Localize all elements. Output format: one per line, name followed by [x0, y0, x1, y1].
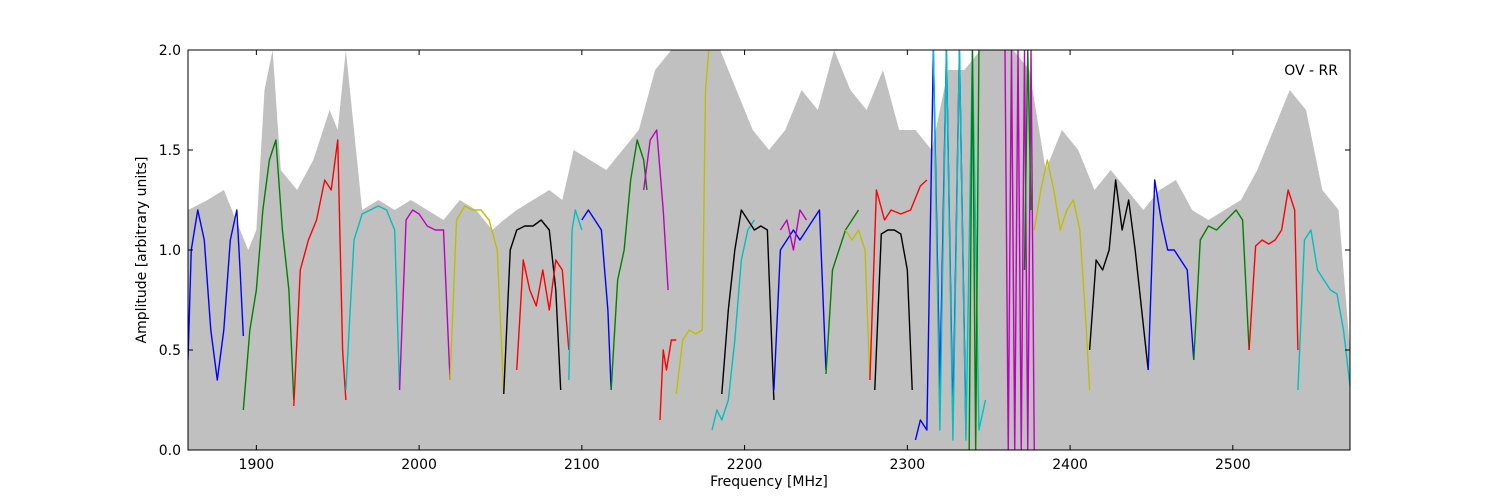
series-line-17-blue	[773, 209, 827, 391]
series-line-21-red	[869, 179, 928, 381]
series-line-3-red	[293, 139, 347, 407]
series-line-7-black	[503, 219, 562, 395]
x-tick-label: 2500	[1215, 457, 1251, 473]
series-line-10-blue	[581, 209, 612, 391]
series-line-14-yellow	[675, 50, 710, 395]
series-line-9-cyan	[568, 209, 583, 381]
series-line-11-green	[610, 139, 648, 391]
series-line-28-yellow	[1033, 159, 1091, 391]
series-line-8-red	[516, 259, 570, 371]
series-line-30-blue	[1147, 179, 1195, 371]
series-line-18-magenta	[779, 209, 808, 251]
y-tick-label: 2.0	[159, 43, 181, 59]
y-tick-label: 1.0	[159, 243, 181, 259]
series-line-32-red	[1248, 189, 1299, 351]
series-line-20-yellow	[844, 229, 871, 381]
series-line-29-black	[1088, 179, 1149, 371]
x-tick-label: 2400	[1052, 457, 1088, 473]
x-tick-label: 2200	[727, 457, 763, 473]
plot-area	[188, 50, 1350, 450]
series-line-5-magenta	[398, 209, 451, 391]
envelope-band	[188, 50, 1350, 450]
x-tick-label: 2300	[890, 457, 926, 473]
series-line-31-green	[1193, 209, 1250, 361]
series-line-12-magenta	[642, 129, 669, 291]
x-tick-label: 2000	[401, 457, 437, 473]
x-tick-label: 1900	[239, 457, 275, 473]
x-axis-label: Frequency [MHz]	[710, 474, 828, 490]
series-line-6-yellow	[449, 205, 505, 395]
x-axis: 1900 2000 2100 2200 2300 2400 2500	[239, 50, 1251, 473]
series-line-26-magenta	[1004, 50, 1035, 450]
series-line-22-black	[874, 229, 913, 391]
chart-annotation: OV - RR	[1284, 63, 1338, 79]
series-line-16-black	[721, 209, 775, 401]
y-tick-label: 1.5	[159, 143, 181, 159]
series-line-13-red	[659, 339, 677, 421]
series-line-15-cyan	[711, 219, 755, 431]
series-line-2-green	[242, 139, 295, 411]
series-line-1-blue	[188, 209, 245, 381]
x-tick-label: 2100	[564, 457, 600, 473]
y-axis-label: Amplitude [arbitrary units]	[134, 157, 150, 344]
series-line-27-green	[1023, 50, 1032, 271]
y-tick-label: 0.5	[159, 343, 181, 359]
series-line-25-green	[968, 50, 980, 450]
series-line-4-cyan	[345, 205, 401, 391]
series-line-19-green	[825, 209, 860, 375]
y-tick-label: 0.0	[159, 443, 181, 459]
series-line-33-cyan	[1297, 229, 1350, 391]
y-axis: 0.0 0.5 1.0 1.5 2.0	[159, 43, 1350, 459]
